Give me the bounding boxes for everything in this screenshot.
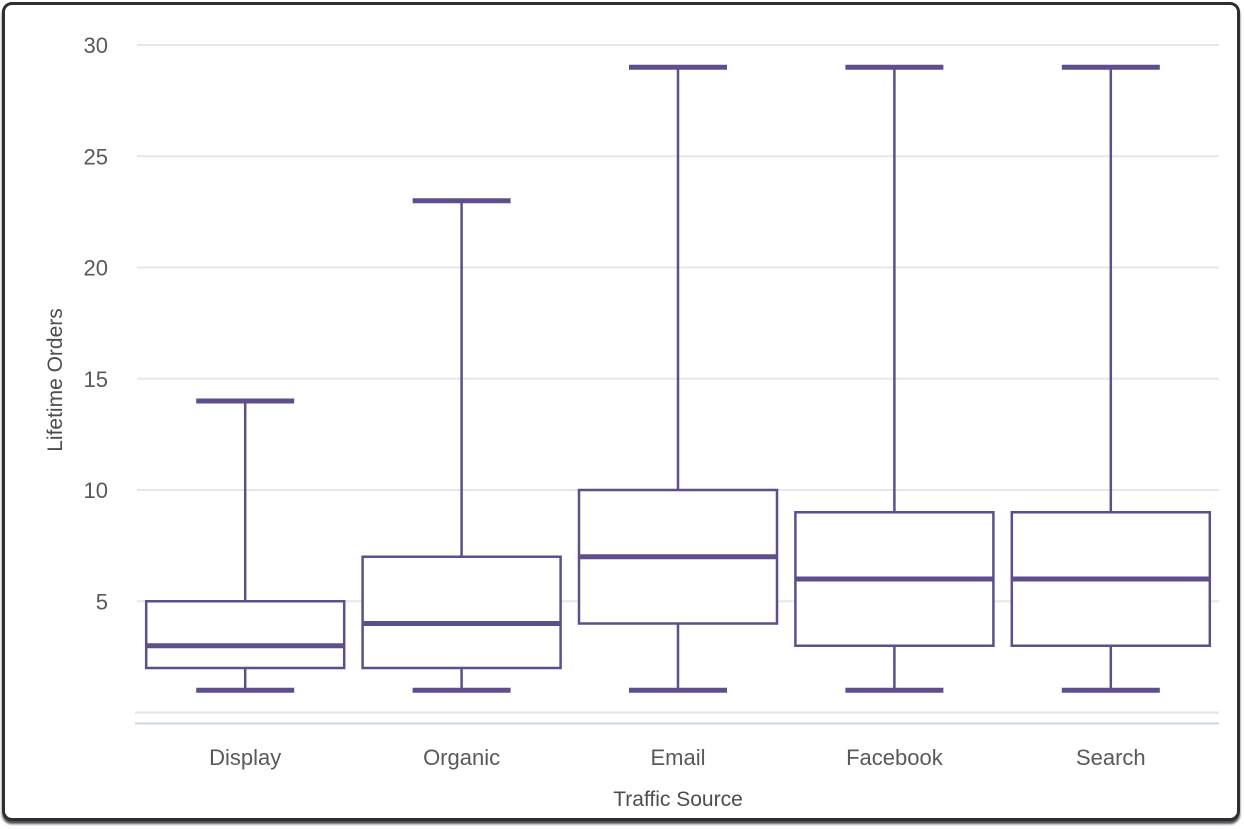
y-tick-label-10: 10 [84, 478, 108, 503]
baseline-layer [135, 711, 1219, 725]
y-tick-label-20: 20 [84, 256, 108, 281]
x-tick-label-display: Display [209, 745, 281, 770]
boxplot-search [1010, 64, 1212, 693]
boxplot-display [144, 398, 346, 693]
y-axis-title: Lifetime Orders [44, 308, 67, 452]
iqr-box [144, 600, 346, 670]
boxplot-organic [361, 198, 562, 693]
boxplot-facebook [794, 64, 995, 693]
x-axis-title: Traffic Source [613, 788, 743, 811]
boxes-layer [144, 64, 1212, 693]
x-tick-label-email: Email [650, 745, 705, 770]
x-tick-label-search: Search [1076, 745, 1146, 770]
x-tick-label-organic: Organic [423, 745, 500, 770]
y-tick-label-30: 30 [84, 33, 108, 58]
y-tick-label-25: 25 [84, 144, 108, 169]
y-tick-label-5: 5 [96, 589, 108, 614]
boxplot-email [577, 64, 779, 693]
y-tick-label-15: 15 [84, 367, 108, 392]
iqr-box [361, 555, 562, 670]
x-tick-label-facebook: Facebook [846, 745, 944, 770]
tick-labels-layer: 5 10 15 20 25 30 Display Organic Email Facebook Se… [84, 33, 1146, 770]
